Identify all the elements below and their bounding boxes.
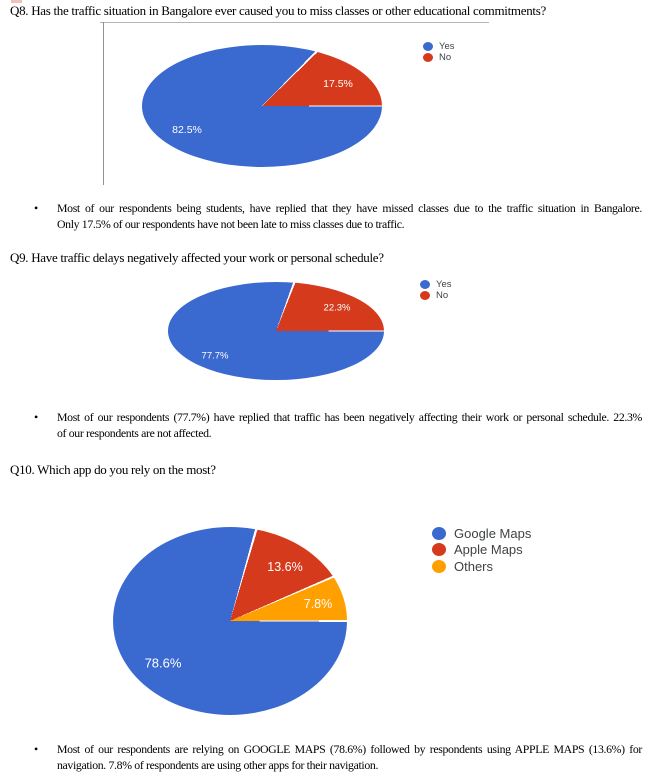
- yes-legend-dot-icon: [420, 280, 430, 289]
- q9-legend-label-yes: Yes: [436, 279, 452, 290]
- q10-bullet-marker: •: [34, 742, 39, 756]
- q8-chart-frame-left-border: [103, 22, 104, 185]
- q9-pie-chart: [168, 281, 384, 381]
- q9-legend: Yes No: [420, 279, 452, 301]
- q10-bullet-line-2: navigation. 7.8% of respondents are usin…: [57, 757, 379, 772]
- q9-legend-item-no: No: [420, 290, 452, 301]
- q8-slice-label-no: 17.5%: [323, 78, 353, 90]
- q10-pie-chart: [113, 527, 347, 715]
- q10-legend-label-google-maps: Google Maps: [454, 525, 532, 541]
- q8-legend: Yes No: [423, 41, 455, 63]
- q10-legend: Google Maps Apple Maps Others: [432, 525, 531, 575]
- q10-question-title: Q10. Which app do you rely on the most?: [10, 462, 216, 477]
- apple-maps-legend-dot-icon: [432, 543, 446, 557]
- yes-legend-dot-icon: [423, 42, 433, 51]
- q9-bullet-text: Most of our respondents (77.7%) have rep…: [57, 410, 642, 441]
- q10-bullet-line-1: Most of our respondents are relying on G…: [57, 742, 642, 756]
- q9-legend-item-yes: Yes: [420, 279, 452, 290]
- q10-slice-label-apple-maps: 13.6%: [267, 560, 303, 574]
- q10-legend-label-others: Others: [454, 558, 494, 574]
- others-legend-dot-icon: [432, 559, 446, 573]
- q10-legend-item-others: Others: [432, 558, 531, 575]
- q10-bullet-text: Most of our respondents are relying on G…: [57, 742, 642, 773]
- q10-legend-item-google-maps: Google Maps: [432, 525, 531, 542]
- q8-slice-label-yes: 82.5%: [172, 124, 202, 136]
- q9-bullet-line-2: of our respondents are not affected.: [57, 425, 212, 440]
- q9-bullet-line-1: Most of our respondents (77.7%) have rep…: [57, 410, 642, 424]
- q8-legend-label-yes: Yes: [439, 41, 455, 52]
- q8-pie-chart: [142, 45, 382, 167]
- q9-slice-label-yes: 77.7%: [201, 350, 229, 362]
- q8-bullet-line-1: Most of our respondents being students, …: [57, 201, 642, 215]
- q9-slice-label-no: 22.3%: [323, 302, 351, 314]
- no-legend-dot-icon: [420, 291, 430, 300]
- q8-bullet-text: Most of our respondents being students, …: [57, 201, 642, 232]
- q8-legend-item-yes: Yes: [423, 41, 455, 52]
- q8-question-title: Q8. Has the traffic situation in Bangalo…: [10, 3, 546, 18]
- google-maps-legend-dot-icon: [432, 526, 446, 540]
- no-legend-dot-icon: [423, 53, 433, 62]
- q10-legend-item-apple-maps: Apple Maps: [432, 542, 531, 559]
- q9-question-title: Q9. Have traffic delays negatively affec…: [10, 250, 384, 265]
- q8-bullet-line-2: Only 17.5% of our respondents have not b…: [57, 216, 405, 231]
- q10-legend-label-apple-maps: Apple Maps: [454, 542, 523, 558]
- q8-chart-frame-top-border: [100, 22, 489, 23]
- scan-artifact: [11, 0, 22, 3]
- q10-slice-label-others: 7.8%: [303, 597, 333, 611]
- q9-legend-label-no: No: [436, 290, 449, 301]
- q9-bullet-marker: •: [34, 410, 39, 424]
- q10-slice-label-google-maps: 78.6%: [144, 655, 182, 671]
- q8-legend-label-no: No: [439, 52, 452, 63]
- q8-bullet-marker: •: [34, 201, 39, 215]
- q8-legend-item-no: No: [423, 52, 455, 63]
